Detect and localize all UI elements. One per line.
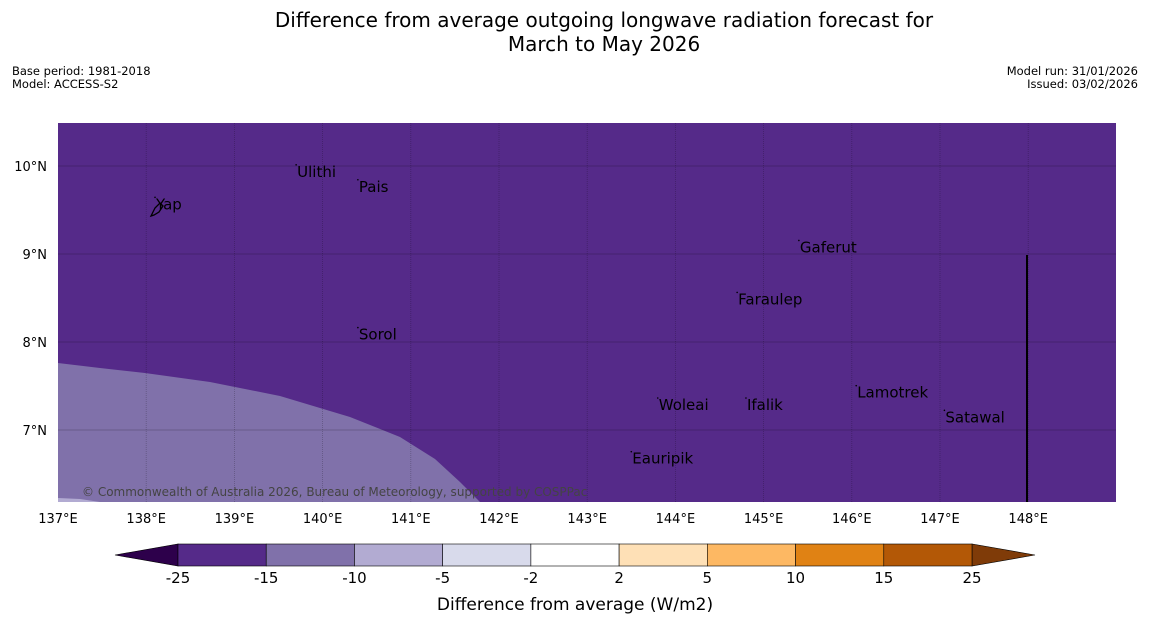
place-marker [736, 291, 738, 294]
colorbar-segment [530, 543, 620, 567]
colorbar-segment [795, 543, 885, 567]
place-label: Woleai [659, 396, 709, 414]
place-label: Ulithi [297, 163, 336, 181]
lon-tick-label: 141°E [391, 512, 431, 527]
gridlines [58, 123, 1116, 502]
colorbar-under-triangle [114, 543, 179, 567]
colorbar-tick-label: -15 [254, 569, 279, 587]
place-marker [630, 450, 633, 453]
lat-tick-label: 10°N [14, 160, 47, 175]
colorbar-segment [354, 543, 443, 567]
colorbar-tick-label: -5 [435, 569, 450, 587]
axis-labels: 137°E 138°E 139°E 140°E 141°E 142°E 143°E 144°E… [14, 160, 1048, 527]
title-line-2: March to May 2026 [507, 32, 701, 56]
lon-tick-label: 144°E [656, 512, 696, 527]
colorbar-tick-label: 25 [962, 569, 981, 587]
lon-tick-label: 142°E [479, 512, 519, 527]
lon-tick-label: 140°E [303, 512, 343, 527]
colorbar-segment [265, 543, 355, 567]
colorbar-tick-label: 5 [703, 569, 713, 587]
colorbar-tick-label: 2 [614, 569, 624, 587]
lon-tick-label: 139°E [215, 512, 255, 527]
lon-tick-label: 146°E [832, 512, 872, 527]
lat-tick-label: 8°N [23, 336, 48, 351]
colorbar-segment [707, 543, 796, 567]
colorbar-segment [883, 543, 973, 567]
lon-tick-label: 147°E [920, 512, 960, 527]
issued-date: Issued: 03/02/2026 [1027, 77, 1138, 91]
place-label: Satawal [945, 408, 1004, 426]
place-marker [656, 397, 659, 399]
place-label: Faraulep [738, 290, 802, 308]
place-marker [798, 239, 800, 242]
colorbar: -25 -15 -10 -5 -2 2 5 10 15 25 [114, 543, 1036, 587]
place-marker [357, 178, 359, 181]
place-label: Pais [359, 178, 389, 196]
lon-tick-label: 137°E [38, 512, 78, 527]
anomaly-region [58, 363, 480, 502]
yap-island-outline [149, 202, 164, 218]
title-line-1: Difference from average outgoing longwav… [274, 8, 934, 32]
place-marker [745, 397, 747, 399]
place-label: Lamotrek [857, 384, 928, 402]
place-label: Sorol [359, 326, 397, 344]
colorbar-tick-label: -25 [166, 569, 191, 587]
place-marker [357, 326, 359, 329]
colorbar-title: Difference from average (W/m2) [437, 595, 713, 615]
colorbar-tick-label: 15 [874, 569, 893, 587]
lon-tick-label: 138°E [126, 512, 166, 527]
anomaly-region-light [58, 498, 100, 502]
lon-tick-label: 148°E [1008, 512, 1048, 527]
colorbar-segment [177, 543, 267, 567]
place-label: Eauripik [632, 450, 693, 468]
colorbar-segment [442, 543, 532, 567]
place-marker [943, 409, 946, 412]
colorbar-over-triangle [971, 543, 1036, 567]
lat-tick-label: 9°N [23, 248, 48, 263]
place-label: Ifalik [747, 396, 783, 414]
colorbar-tick-label: 10 [786, 569, 805, 587]
lon-tick-label: 145°E [744, 512, 784, 527]
model-name: Model: ACCESS-S2 [12, 77, 119, 91]
base-period: Base period: 1981-2018 [12, 64, 151, 78]
colorbar-tick-label: -10 [342, 569, 367, 587]
model-run: Model run: 31/01/2026 [1006, 64, 1138, 78]
lat-tick-label: 7°N [23, 424, 48, 439]
place-label: Gaferut [800, 238, 857, 256]
lon-tick-label: 143°E [567, 512, 607, 527]
colorbar-tick-label: -2 [523, 569, 538, 587]
place-marker [855, 384, 858, 387]
meta-left: Base period: 1981-2018 Model: ACCESS-S2 [12, 65, 151, 91]
chart-title: Difference from average outgoing longwav… [0, 8, 1150, 56]
copyright-text: © Commonwealth of Australia 2026, Bureau… [82, 485, 587, 499]
place-marker [154, 196, 156, 199]
place-marker [295, 164, 297, 166]
place-labels: Ulithi Pais Yap Gaferut Faraulep Sorol Lamotre… [154, 163, 1005, 468]
place-label: Yap [155, 195, 182, 213]
colorbar-segment [618, 543, 708, 567]
meta-right: Model run: 31/01/2026 Issued: 03/02/2026 [1007, 65, 1138, 91]
